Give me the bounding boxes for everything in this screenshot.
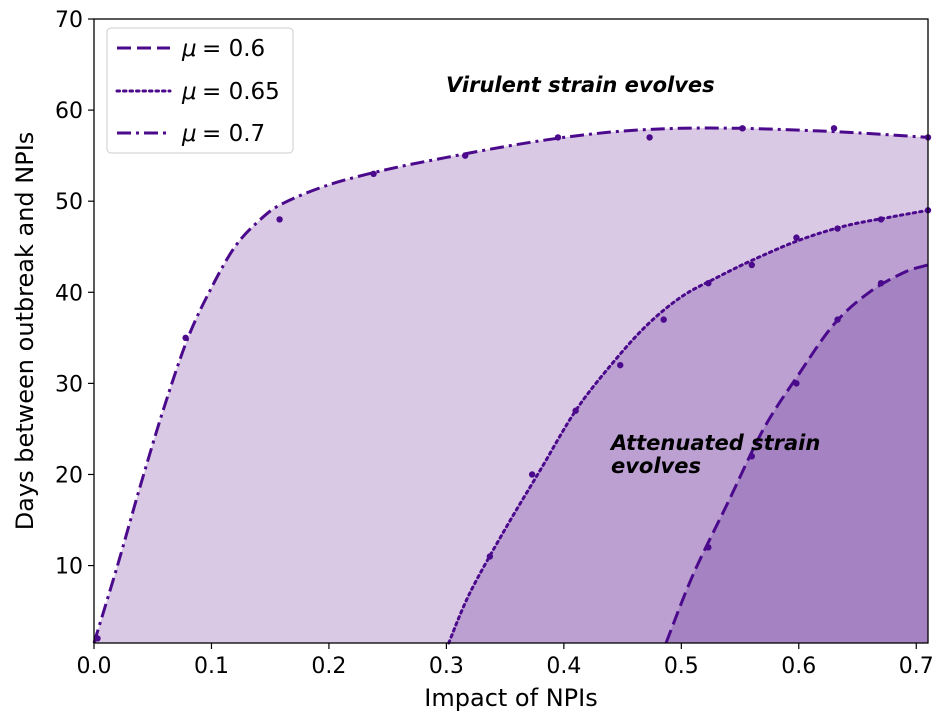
data-point [793, 234, 800, 241]
x-tick-label: 0.2 [311, 654, 346, 679]
series-line-dashed [664, 263, 929, 644]
y-tick-label: 20 [55, 463, 83, 488]
data-point [877, 216, 885, 223]
x-tick-label: 0.7 [899, 654, 934, 679]
data-point [528, 471, 536, 478]
data-point [572, 407, 579, 414]
legend-label-mu-0-6: = 0.6 [202, 36, 265, 62]
x-tick-label: 0.4 [546, 654, 581, 679]
legend-entry-mu-0-7: μ = 0.7 [117, 121, 265, 147]
region-fill-dashed [666, 264, 928, 643]
y-tick-label: 30 [55, 372, 83, 397]
x-axis-label: Impact of NPIs [424, 684, 597, 712]
legend-label-mu-0-7: = 0.7 [202, 121, 265, 147]
data-point [370, 170, 377, 178]
series-line-dashdot [92, 126, 929, 644]
y-tick-label: 50 [55, 190, 83, 215]
data-point [486, 553, 494, 560]
data-point [660, 316, 667, 323]
y-axis-label: Days between outbreak and NPIs [11, 132, 39, 531]
data-point [834, 316, 841, 323]
data-point [182, 334, 189, 342]
annotation-virulent: Virulent strain evolves [446, 73, 715, 97]
plot-frame [93, 18, 929, 644]
legend-entry-mu-0-65: μ = 0.65 [115, 79, 280, 105]
y-tick-label: 10 [55, 555, 83, 580]
data-point [646, 134, 653, 141]
legend-box [106, 27, 294, 154]
data-point [748, 453, 756, 460]
data-point [554, 134, 562, 141]
data-point [877, 279, 885, 287]
data-point [617, 361, 624, 369]
region-fills [94, 128, 928, 644]
x-tick-label: 0.1 [194, 654, 229, 679]
data-point [705, 544, 712, 551]
y-tick-label: 40 [55, 281, 83, 306]
data-point [834, 225, 841, 232]
x-axis-ticks: 0.0 0.1 0.2 0.3 0.4 0.5 0.6 0.7 [77, 643, 934, 679]
data-point [739, 125, 746, 132]
x-tick-label: 0.0 [77, 654, 112, 679]
series-points [94, 125, 932, 642]
y-tick-label: 70 [55, 8, 83, 33]
annotation-attenuated-line2: evolves [611, 454, 701, 478]
data-point [705, 279, 712, 287]
legend-mu-symbol: μ [181, 79, 197, 105]
annotation-attenuated-line1: Attenuated strain [609, 431, 820, 455]
legend: μ = 0.6 μ = 0.65 μ = 0.7 [106, 27, 294, 154]
data-point [94, 635, 101, 642]
x-tick-label: 0.3 [429, 654, 464, 679]
x-tick-label: 0.5 [664, 654, 699, 679]
x-tick-label: 0.6 [781, 654, 816, 679]
data-point [748, 261, 756, 269]
legend-mu-symbol: μ [181, 121, 197, 147]
legend-mu-symbol: μ [181, 36, 197, 62]
legend-label-mu-0-65: = 0.65 [202, 79, 280, 105]
y-tick-label: 60 [55, 99, 83, 124]
data-point [830, 125, 838, 132]
y-axis-ticks: 10 20 30 40 50 60 70 [55, 8, 94, 580]
data-point [276, 216, 283, 223]
legend-entry-mu-0-6: μ = 0.6 [117, 36, 265, 62]
data-point [461, 152, 469, 159]
data-point [793, 380, 800, 387]
